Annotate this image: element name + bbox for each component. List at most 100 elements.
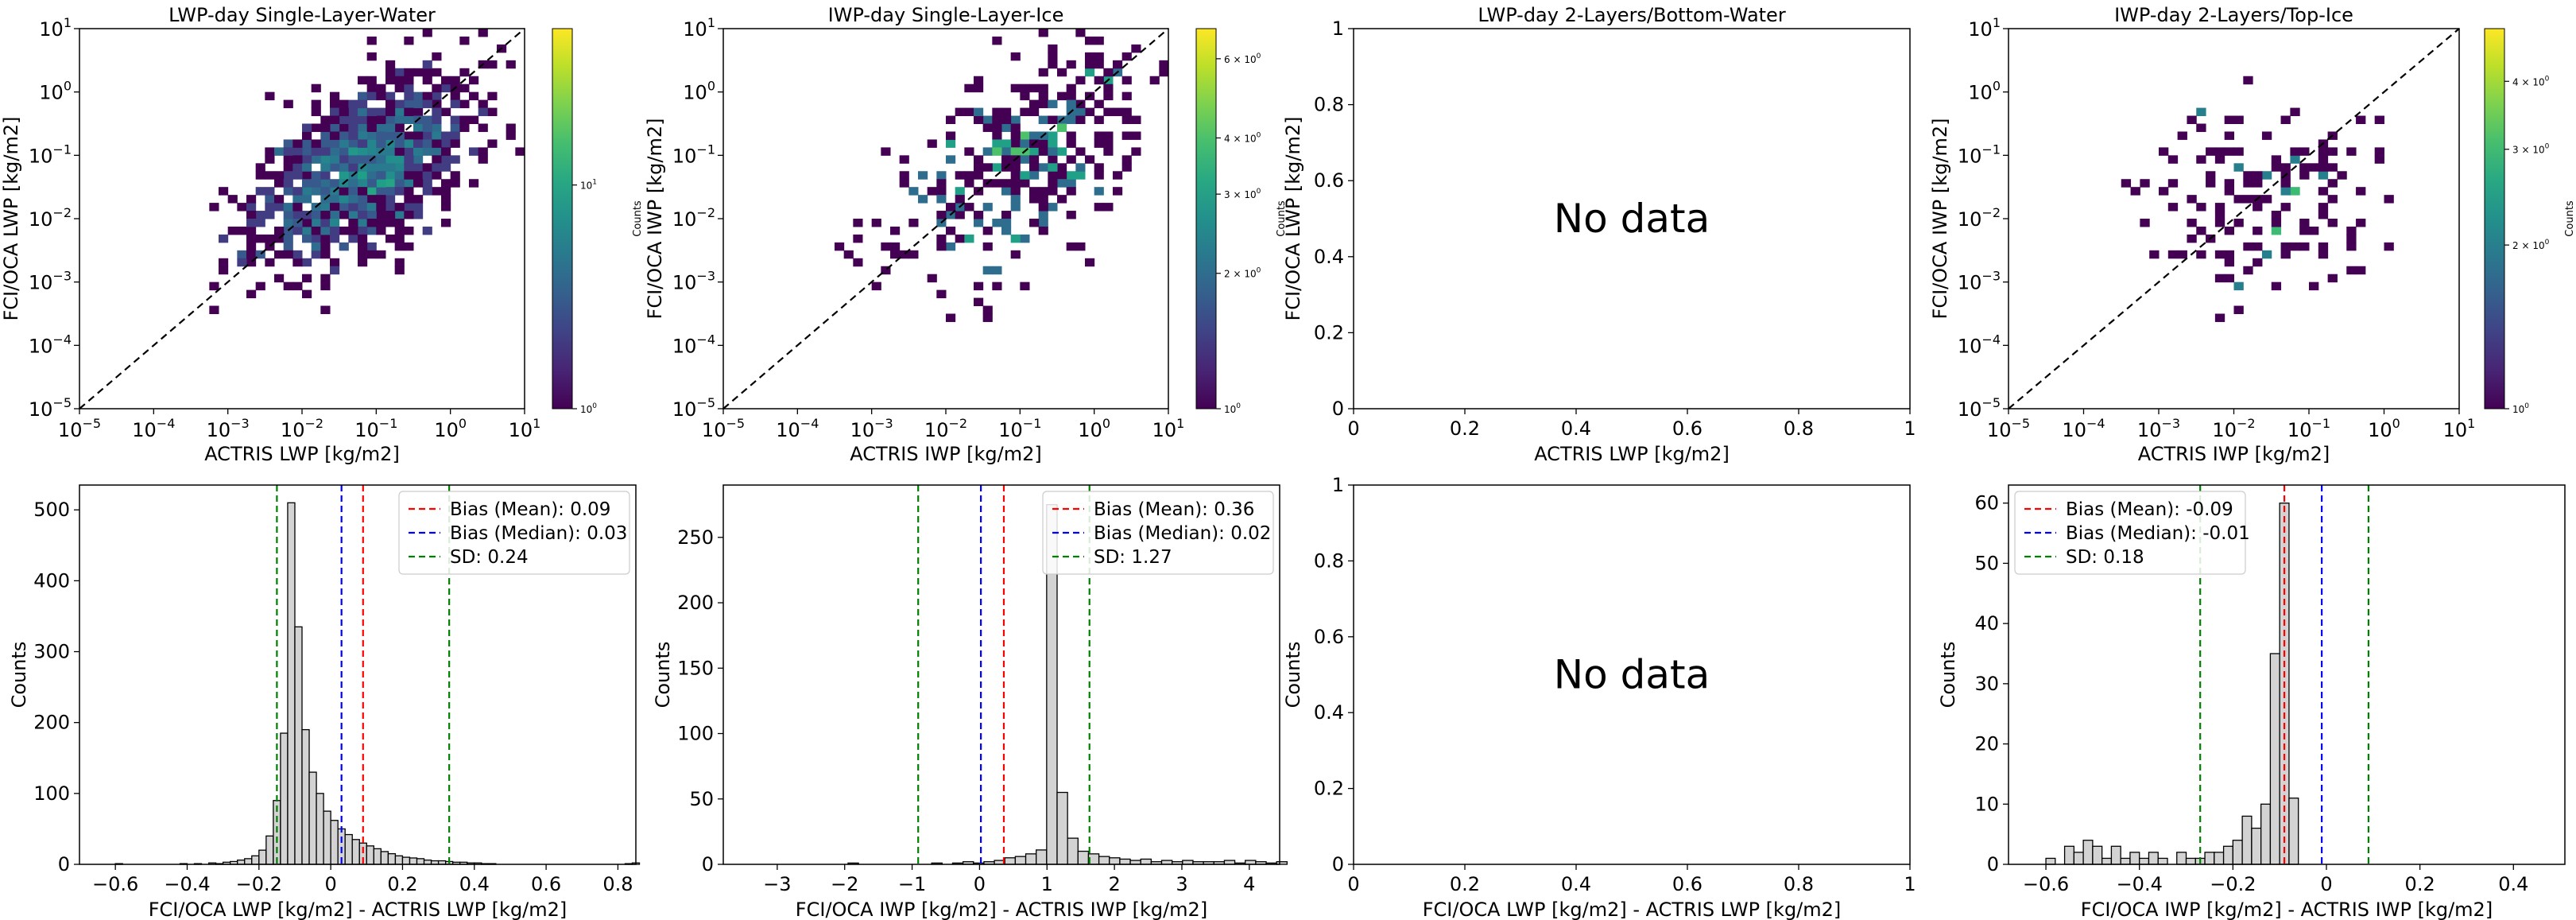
heatmap-cell — [982, 203, 993, 212]
heatmap-cell — [1048, 60, 1058, 69]
heatmap-cell — [339, 242, 349, 251]
heatmap-cell — [394, 99, 405, 109]
heatmap-cell — [1038, 226, 1048, 235]
heatmap-cell — [330, 234, 340, 243]
x-axis-label: ACTRIS LWP [kg/m2] — [1534, 443, 1730, 465]
heatmap-cell — [432, 123, 442, 132]
heatmap-cell — [2224, 258, 2234, 267]
heatmap-cell — [1048, 131, 1058, 140]
histogram-bar — [394, 855, 404, 865]
heatmap-cell — [292, 281, 303, 291]
heatmap-cell — [348, 107, 358, 117]
heatmap-cell — [478, 123, 488, 132]
heatmap-cell — [450, 123, 460, 132]
heatmap-cell — [1048, 139, 1058, 148]
heatmap-cell — [2299, 163, 2310, 172]
heatmap-cell — [394, 163, 405, 172]
heatmap-cell — [404, 155, 414, 164]
heatmap-cell — [292, 258, 303, 267]
heatmap-cell — [358, 179, 368, 188]
heatmap-cell — [1066, 139, 1076, 148]
colorbar-tick-label: 3 × 100 — [1224, 188, 1261, 200]
histogram-bar — [2157, 857, 2168, 865]
heatmap-cell — [441, 195, 451, 204]
heatmap-cell — [1057, 147, 1067, 156]
heatmap-cell — [413, 123, 424, 132]
heatmap-cell — [1010, 171, 1021, 180]
heatmap-cell — [292, 195, 303, 204]
heatmap-cell — [1048, 187, 1058, 196]
heatmap-cell — [348, 115, 358, 124]
heatmap-cell — [1094, 60, 1104, 69]
heatmap-cell — [274, 147, 285, 156]
heatmap-cell — [255, 211, 265, 219]
histogram-bar — [2148, 852, 2159, 865]
heatmap-cell — [946, 313, 956, 322]
heatmap-cell — [1048, 179, 1058, 188]
heatmap-cell — [1159, 68, 1169, 77]
heatmap-cell — [330, 258, 340, 267]
heatmap-cell — [366, 83, 377, 93]
heatmap-cell — [404, 203, 414, 212]
heatmap-cell — [2233, 163, 2244, 172]
legend-label: SD: 0.18 — [2066, 547, 2144, 568]
heatmap-cell — [1113, 187, 1123, 196]
histogram-bar — [330, 820, 339, 865]
heatmap-cell — [302, 163, 312, 172]
heatmap-cell — [1048, 203, 1058, 212]
heatmap-cell — [2233, 195, 2244, 204]
heatmap-cell — [2384, 242, 2394, 251]
histogram-bar — [1056, 791, 1068, 865]
heatmap-cell — [348, 234, 358, 243]
heatmap-cell — [366, 91, 377, 101]
heatmap-cell — [2346, 147, 2357, 156]
heatmap-cell — [348, 99, 358, 109]
heatmap-cell — [330, 219, 340, 227]
heatmap-cell — [1094, 163, 1104, 172]
heatmap-cell — [2243, 179, 2253, 188]
heatmap-cell — [283, 187, 293, 196]
heatmap-cell — [1094, 76, 1104, 85]
no-data-text: No data — [1554, 196, 1710, 242]
heatmap-cell — [964, 83, 974, 93]
heatmap-cell — [385, 107, 396, 117]
y-tick-label: 10−4 — [29, 332, 72, 357]
histogram-bar — [2063, 845, 2075, 865]
heatmap-cell — [946, 203, 956, 212]
heatmap-cell — [404, 131, 414, 140]
y-tick-label: 0.8 — [1314, 549, 1344, 572]
y-tick-label: 0 — [1332, 853, 1344, 875]
heatmap-cell — [413, 139, 424, 148]
heatmap-cell — [265, 242, 275, 251]
panel-p1: 100 2 × 100 3 × 100 4 × 100 6 × 100 Counts 10−… — [644, 4, 1288, 465]
histogram-bar — [416, 858, 425, 865]
heatmap-cell — [311, 147, 321, 156]
y-axis-label: Counts — [8, 642, 30, 708]
x-tick-label: −0.2 — [2210, 873, 2256, 895]
heatmap-cell — [974, 219, 984, 227]
y-tick-label: 0 — [58, 853, 70, 875]
heatmap-cell — [1048, 115, 1058, 124]
heatmap-cell — [871, 281, 881, 291]
heatmap-cell — [339, 115, 349, 124]
heatmap-cell — [422, 187, 432, 196]
heatmap-cell — [283, 219, 293, 227]
heatmap-cell — [2177, 250, 2187, 259]
heatmap-cell — [450, 171, 460, 180]
heatmap-cell — [292, 171, 303, 180]
heatmap-cell — [1020, 155, 1030, 164]
heatmap-cell — [302, 226, 312, 235]
colorbar-tick-label: 4 × 100 — [1224, 131, 1261, 144]
heatmap-cell — [1075, 107, 1086, 117]
heatmap-cell — [320, 147, 331, 156]
y-tick-label: 200 — [677, 592, 714, 614]
heatmap-cell — [366, 219, 377, 227]
heatmap-cell — [330, 266, 340, 275]
heatmap-cell — [946, 115, 956, 124]
x-tick-label: 101 — [1152, 416, 1185, 441]
x-tick-label: 10−4 — [132, 416, 175, 441]
heatmap-cell — [1038, 147, 1048, 156]
heatmap-cell — [330, 123, 340, 132]
heatmap-cell — [1057, 163, 1067, 172]
heatmap-cell — [1038, 68, 1048, 77]
